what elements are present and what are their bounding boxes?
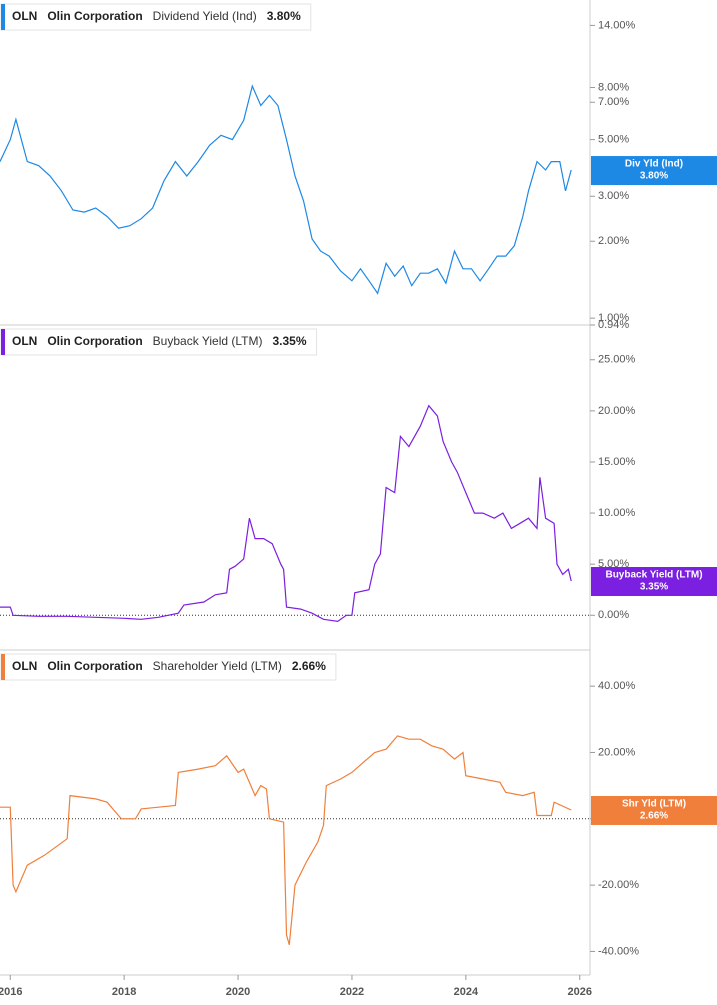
y-tick-label: 14.00% (598, 19, 636, 31)
y-tick-label: 0.94% (598, 319, 629, 331)
header-color-bar (1, 4, 5, 30)
header-company: Olin Corporation (47, 334, 142, 348)
y-tick-label: 2.00% (598, 235, 629, 247)
y-tick-label: 15.00% (598, 456, 636, 468)
y-tick-label: 40.00% (598, 680, 636, 692)
y-tick-label: 25.00% (598, 354, 636, 366)
header-box (0, 3, 312, 31)
panel-header: OLN Olin Corporation Dividend Yield (Ind) 3… (0, 3, 312, 31)
panel-header: OLN Olin Corporation Buyback Yield (LTM) 3.… (0, 328, 318, 356)
panel-header: OLN Olin Corporation Shareholder Yield (LT… (0, 653, 337, 681)
end-label-name: Buyback Yield (LTM) (605, 570, 702, 581)
header-color-bar (1, 654, 5, 680)
x-tick-label: 2016 (0, 986, 22, 998)
x-tick-label: 2022 (340, 986, 364, 998)
y-tick-label: 10.00% (598, 507, 636, 519)
header-series-name: Buyback Yield (LTM) (153, 334, 263, 348)
x-tick-label: 2024 (454, 986, 479, 998)
x-tick-label: 2018 (112, 986, 136, 998)
end-label-box (591, 156, 717, 186)
y-tick-label: 0.00% (598, 609, 629, 621)
header-company: Olin Corporation (47, 9, 142, 23)
header-color-bar (1, 329, 5, 355)
end-label-box (591, 567, 717, 597)
end-label-box (591, 795, 717, 825)
y-tick-label: 8.00% (598, 81, 629, 93)
y-tick-label: 5.00% (598, 134, 629, 146)
y-tick-label: 1.00% (598, 312, 629, 324)
y-tick-label: -20.00% (598, 879, 639, 891)
header-value: 2.66% (292, 659, 326, 673)
series-line (0, 84, 572, 295)
header-ticker: OLN (12, 9, 37, 23)
x-tick-label: 2026 (568, 986, 592, 998)
y-tick-label: 20.00% (598, 405, 636, 417)
y-tick-label: 7.00% (598, 96, 629, 108)
y-tick-label: -40.00% (598, 945, 639, 957)
end-label-name: Div Yld (Ind) (625, 159, 683, 170)
header-box (0, 328, 318, 356)
header-company: Olin Corporation (47, 659, 142, 673)
header-series-name: Shareholder Yield (LTM) (153, 659, 282, 673)
header-value: 3.35% (273, 334, 307, 348)
end-label-value: 3.35% (640, 582, 668, 593)
header-ticker: OLN (12, 334, 37, 348)
y-tick-label: 20.00% (598, 746, 636, 758)
end-label-value: 3.80% (640, 171, 668, 182)
end-label-name: Shr Yld (LTM) (622, 799, 686, 810)
y-tick-label: 3.00% (598, 190, 629, 202)
header-box (0, 653, 337, 681)
header-ticker: OLN (12, 659, 37, 673)
end-label-value: 2.66% (640, 811, 668, 822)
series-line (0, 404, 572, 623)
header-value: 3.80% (267, 9, 301, 23)
header-series-name: Dividend Yield (Ind) (153, 9, 257, 23)
x-tick-label: 2020 (226, 986, 250, 998)
series-line (0, 735, 572, 945)
